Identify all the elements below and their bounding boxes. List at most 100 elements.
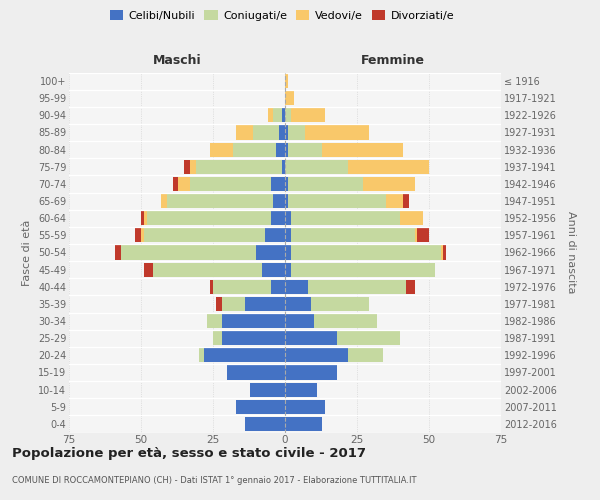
Bar	[115, 246, 121, 260]
Bar	[418, 228, 429, 242]
Bar	[285, 177, 288, 191]
Bar	[305, 126, 368, 140]
Bar	[285, 366, 337, 380]
Bar	[285, 280, 308, 294]
Bar	[277, 142, 285, 156]
Bar	[288, 177, 363, 191]
Bar	[178, 177, 190, 191]
Bar	[207, 314, 221, 328]
Bar	[337, 331, 400, 345]
Bar	[314, 314, 377, 328]
Bar	[349, 160, 429, 174]
Bar	[288, 142, 322, 156]
Bar	[184, 160, 190, 174]
Bar	[271, 211, 285, 225]
Bar	[253, 126, 279, 140]
Bar	[121, 246, 256, 260]
Bar	[282, 108, 285, 122]
Bar	[403, 194, 409, 208]
Bar	[291, 262, 435, 276]
Bar	[415, 228, 418, 242]
Bar	[308, 280, 406, 294]
Legend: Celibi/Nubili, Coniugati/e, Vedovi/e, Divorziati/e: Celibi/Nubili, Coniugati/e, Vedovi/e, Di…	[106, 6, 458, 25]
Bar	[256, 246, 285, 260]
Bar	[285, 314, 314, 328]
Bar	[285, 194, 288, 208]
Bar	[285, 142, 288, 156]
Bar	[271, 280, 285, 294]
Bar	[274, 194, 285, 208]
Bar	[322, 142, 403, 156]
Bar	[288, 194, 386, 208]
Bar	[144, 228, 265, 242]
Bar	[227, 366, 285, 380]
Bar	[349, 348, 383, 362]
Bar	[221, 314, 285, 328]
Bar	[213, 331, 221, 345]
Bar	[285, 246, 291, 260]
Bar	[268, 108, 274, 122]
Bar	[135, 228, 141, 242]
Bar	[285, 400, 325, 414]
Bar	[262, 262, 285, 276]
Y-axis label: Anni di nascita: Anni di nascita	[566, 211, 576, 294]
Bar	[291, 108, 325, 122]
Bar	[291, 228, 415, 242]
Bar	[245, 297, 285, 311]
Bar	[282, 160, 285, 174]
Bar	[271, 177, 285, 191]
Bar	[443, 246, 446, 260]
Bar	[216, 297, 221, 311]
Bar	[288, 126, 305, 140]
Text: Femmine: Femmine	[361, 54, 425, 68]
Bar	[141, 211, 144, 225]
Bar	[285, 331, 337, 345]
Bar	[285, 382, 317, 396]
Bar	[147, 211, 271, 225]
Bar	[274, 108, 282, 122]
Bar	[167, 194, 274, 208]
Bar	[285, 108, 291, 122]
Bar	[291, 211, 400, 225]
Bar	[196, 160, 282, 174]
Bar	[400, 211, 423, 225]
Bar	[279, 126, 285, 140]
Bar	[205, 348, 285, 362]
Bar	[265, 228, 285, 242]
Bar	[363, 177, 415, 191]
Bar	[285, 211, 291, 225]
Bar	[152, 262, 262, 276]
Text: COMUNE DI ROCCAMONTEPIANO (CH) - Dati ISTAT 1° gennaio 2017 - Elaborazione TUTTI: COMUNE DI ROCCAMONTEPIANO (CH) - Dati IS…	[12, 476, 416, 485]
Bar	[285, 228, 291, 242]
Bar	[173, 177, 178, 191]
Bar	[144, 262, 152, 276]
Bar	[311, 297, 368, 311]
Bar	[236, 126, 253, 140]
Bar	[221, 331, 285, 345]
Bar	[285, 91, 293, 105]
Bar	[144, 211, 147, 225]
Bar	[386, 194, 403, 208]
Y-axis label: Fasce di età: Fasce di età	[22, 220, 32, 286]
Text: Popolazione per età, sesso e stato civile - 2017: Popolazione per età, sesso e stato civil…	[12, 448, 366, 460]
Bar	[141, 228, 144, 242]
Bar	[285, 417, 322, 431]
Bar	[190, 177, 271, 191]
Bar	[285, 126, 288, 140]
Bar	[161, 194, 167, 208]
Bar	[285, 160, 349, 174]
Bar	[250, 382, 285, 396]
Bar	[190, 160, 196, 174]
Bar	[285, 262, 291, 276]
Text: Maschi: Maschi	[152, 54, 202, 68]
Bar	[213, 280, 271, 294]
Bar	[245, 417, 285, 431]
Bar	[285, 297, 311, 311]
Bar	[291, 246, 440, 260]
Bar	[210, 280, 213, 294]
Bar	[199, 348, 205, 362]
Bar	[236, 400, 285, 414]
Bar	[285, 348, 349, 362]
Bar	[406, 280, 415, 294]
Bar	[210, 142, 233, 156]
